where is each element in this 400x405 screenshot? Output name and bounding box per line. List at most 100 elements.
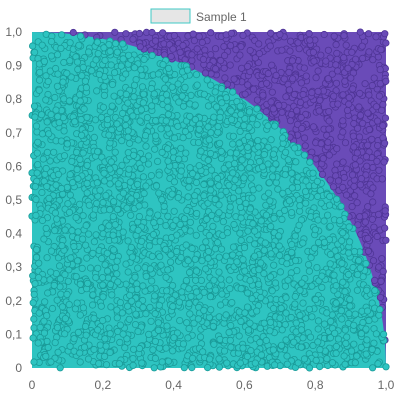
data-point — [299, 299, 307, 307]
data-point — [30, 315, 38, 323]
data-point — [246, 276, 254, 285]
data-point — [311, 226, 319, 234]
data-point — [159, 29, 167, 37]
data-point — [186, 164, 194, 172]
data-point — [328, 359, 337, 367]
data-point — [109, 231, 117, 239]
data-point — [312, 155, 320, 163]
data-point — [314, 338, 322, 346]
data-point — [226, 203, 234, 211]
data-point — [313, 192, 322, 201]
data-point — [32, 253, 41, 261]
data-point — [177, 167, 185, 175]
data-point — [364, 247, 372, 255]
data-point — [148, 28, 156, 37]
data-point — [236, 127, 244, 135]
data-point — [254, 143, 262, 151]
data-point — [96, 341, 104, 349]
data-point — [332, 61, 340, 69]
data-point — [253, 121, 261, 129]
data-point — [253, 96, 261, 104]
data-point — [330, 92, 338, 100]
data-point — [339, 117, 347, 125]
data-point — [146, 265, 155, 273]
data-point — [127, 211, 135, 219]
data-point — [251, 227, 259, 235]
data-point — [212, 286, 220, 294]
data-point — [180, 364, 188, 372]
data-point — [323, 309, 331, 317]
data-point — [324, 46, 332, 54]
data-point — [345, 309, 353, 318]
data-point — [203, 76, 211, 84]
data-point — [308, 313, 316, 321]
data-point — [357, 330, 365, 338]
data-point — [204, 247, 213, 256]
data-point — [137, 164, 145, 172]
data-point — [40, 235, 48, 243]
data-point — [218, 84, 226, 93]
data-point — [44, 343, 52, 352]
data-point — [105, 131, 113, 139]
data-point — [105, 222, 113, 230]
data-point — [125, 51, 133, 59]
data-point — [107, 158, 115, 166]
data-point — [334, 177, 343, 185]
data-point — [290, 338, 298, 346]
data-point — [326, 317, 335, 325]
data-point — [287, 248, 296, 256]
legend-label-sample-1: Sample 1 — [196, 10, 247, 24]
data-point — [361, 218, 369, 226]
data-point — [192, 231, 200, 239]
data-point — [356, 264, 364, 272]
legend[interactable]: Sample 1 — [150, 8, 247, 24]
data-point — [150, 90, 158, 98]
data-point — [169, 302, 177, 310]
data-point — [122, 115, 130, 123]
data-point — [215, 209, 223, 217]
data-point — [351, 192, 359, 200]
data-point — [80, 105, 88, 113]
data-point — [278, 46, 286, 54]
data-point — [312, 74, 320, 82]
data-point — [267, 136, 275, 144]
data-point — [108, 291, 116, 299]
data-point — [43, 182, 51, 191]
data-point — [332, 79, 341, 87]
data-point — [83, 161, 91, 169]
data-point — [355, 103, 363, 111]
data-point — [73, 148, 81, 156]
data-point — [32, 246, 41, 254]
data-point — [296, 98, 305, 107]
data-point — [332, 299, 340, 307]
data-point — [306, 158, 314, 166]
data-point — [107, 61, 115, 69]
data-point — [325, 201, 334, 209]
data-point — [268, 173, 277, 181]
data-point — [358, 42, 366, 50]
data-point — [38, 188, 46, 197]
data-point — [325, 117, 333, 125]
data-point — [211, 195, 219, 203]
data-point — [211, 88, 219, 96]
data-point — [152, 117, 160, 125]
data-point — [139, 156, 147, 164]
data-point — [203, 215, 211, 223]
data-point — [283, 260, 291, 268]
data-point — [195, 32, 203, 41]
data-point — [178, 92, 186, 100]
data-point — [176, 316, 184, 325]
data-point — [238, 156, 246, 164]
data-point — [305, 364, 314, 372]
data-point — [135, 29, 144, 38]
data-point — [211, 65, 220, 73]
data-point — [223, 359, 231, 367]
data-point — [73, 165, 81, 174]
data-point — [265, 179, 273, 187]
data-point — [364, 203, 372, 211]
x-tick-label: 0,4 — [165, 378, 182, 392]
data-point — [170, 334, 178, 342]
data-point — [83, 113, 91, 122]
data-point — [162, 117, 170, 125]
data-point — [326, 334, 335, 342]
